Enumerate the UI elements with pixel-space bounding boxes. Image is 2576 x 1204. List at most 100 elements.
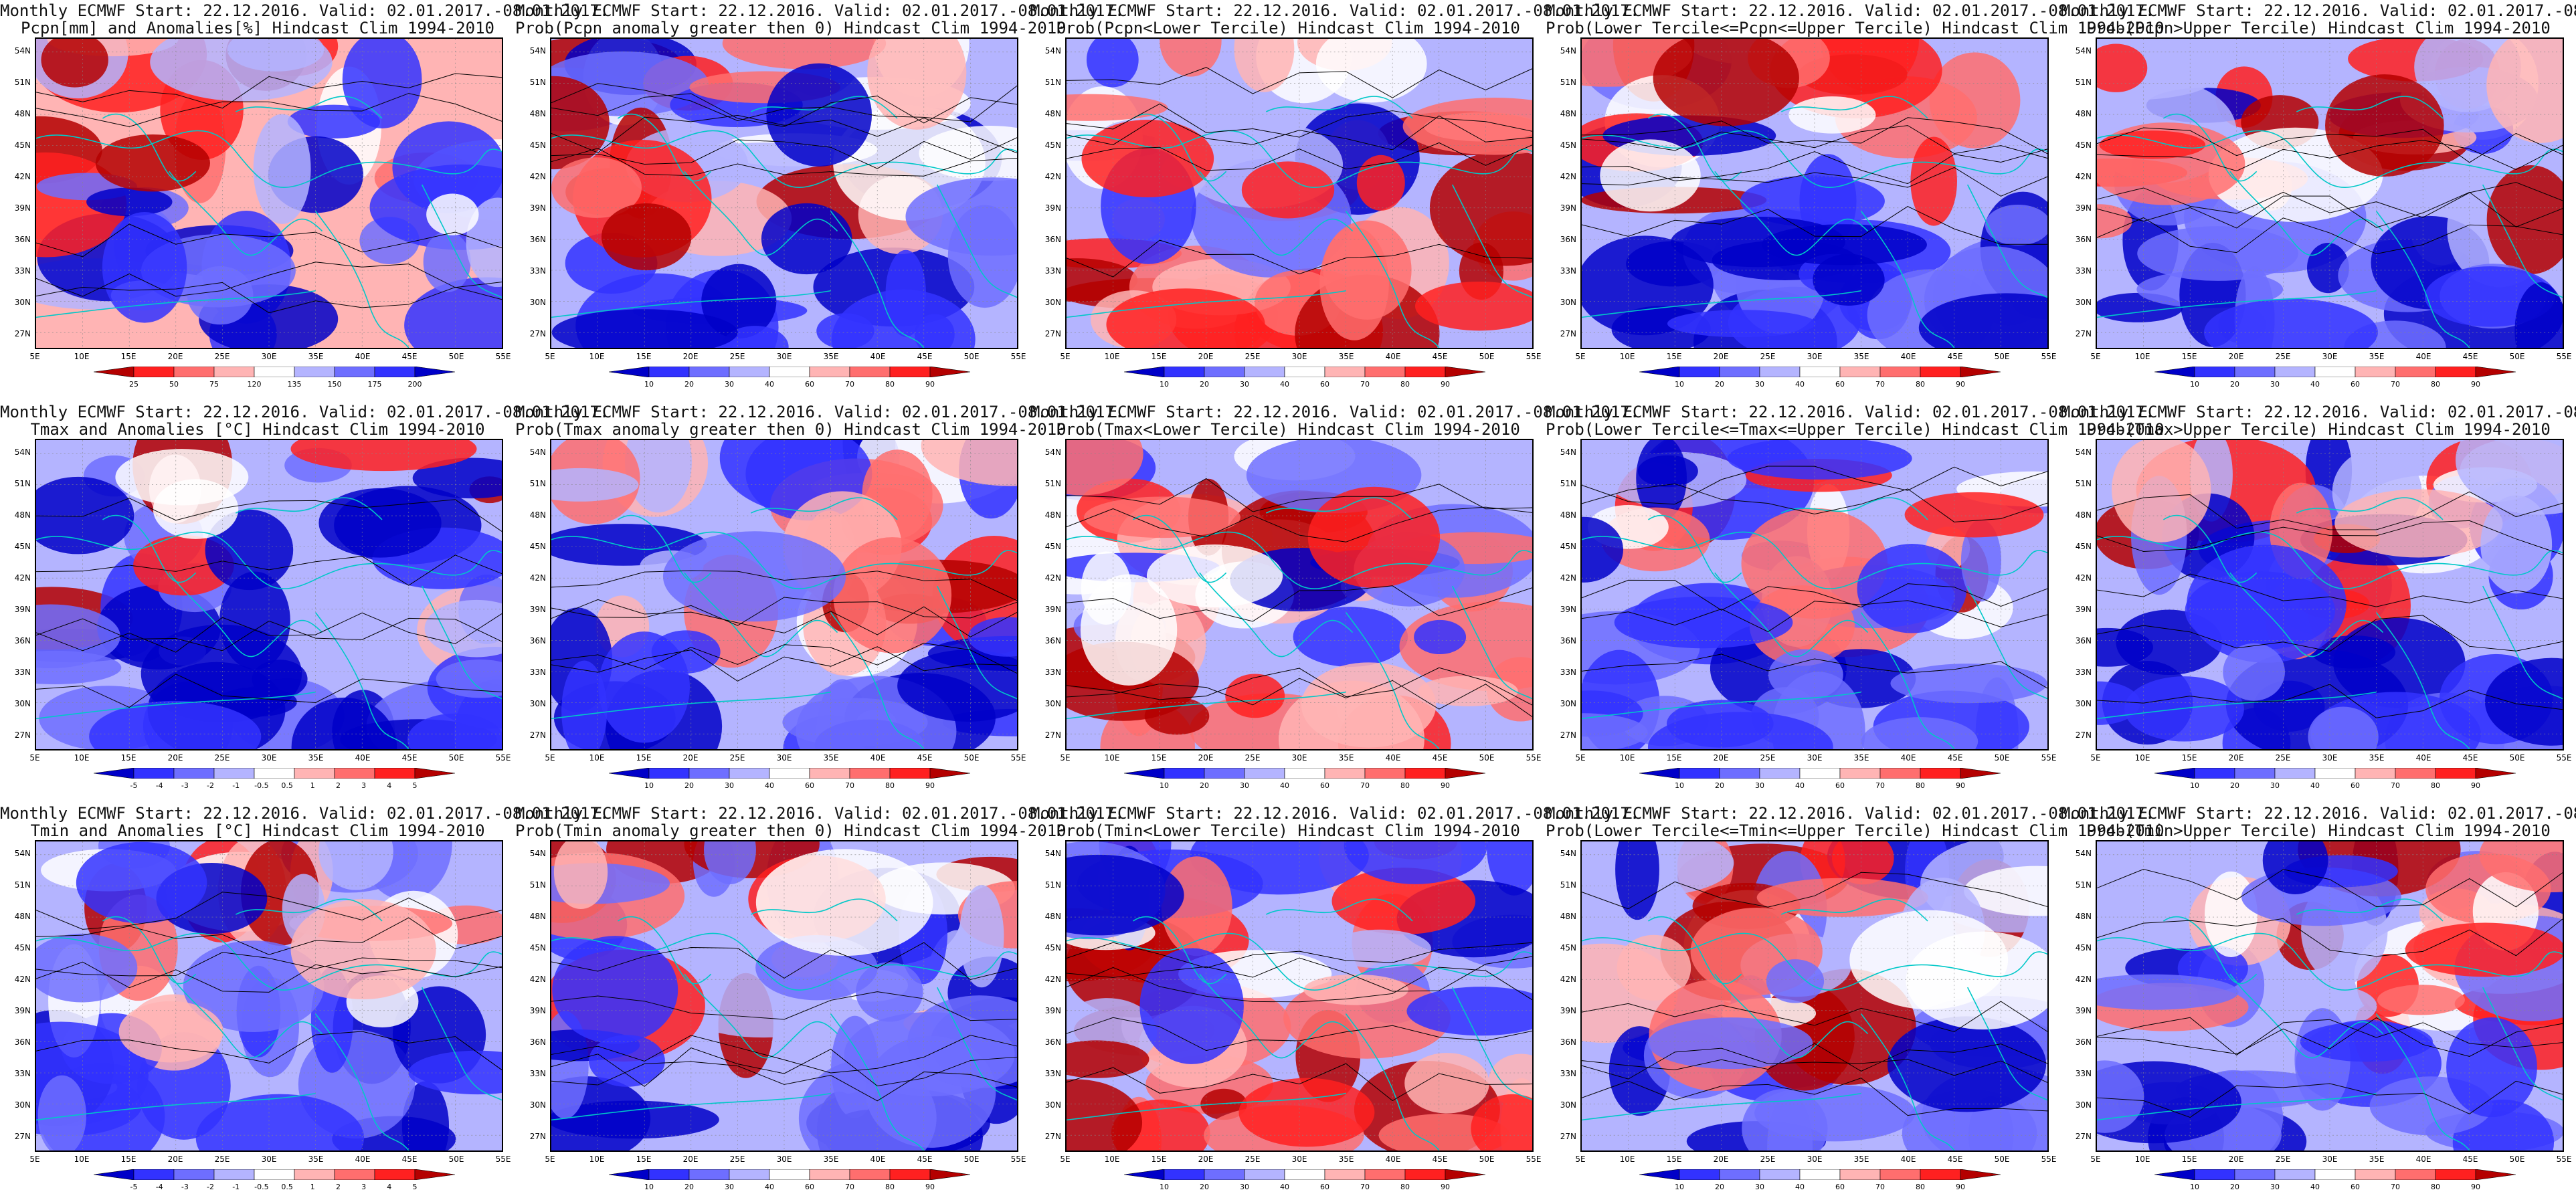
lat-tick-label: 45N: [1560, 943, 1576, 952]
lon-tick-label: 30E: [261, 1155, 277, 1164]
colorbar-tick-label: 80: [1916, 380, 1925, 389]
lat-tick-label: 27N: [2075, 329, 2092, 338]
colorbar-swatch: [2355, 1169, 2396, 1181]
colorbar-swatch: [1960, 767, 2001, 779]
lat-tick-label: 39N: [14, 203, 31, 213]
lon-tick-label: 25E: [1245, 1155, 1261, 1164]
contour-line: [36, 892, 502, 930]
colorbar-tick-label: 90: [1956, 1183, 1965, 1191]
lat-tick-label: 51N: [2075, 479, 2092, 488]
colorbar-tick-label: 20: [1715, 380, 1724, 389]
field-blob: [2325, 74, 2444, 177]
field-blob: [1617, 934, 1691, 1001]
colorbar-swatch: [2234, 366, 2276, 378]
coastline: [617, 514, 712, 583]
coastline: [36, 290, 316, 318]
field-svg: [1582, 39, 2047, 348]
map-field: [1580, 840, 2049, 1152]
field-blob: [2097, 974, 2239, 1010]
lon-tick-label: 25E: [1245, 352, 1261, 361]
lon-tick-label: 50E: [1994, 1155, 2010, 1164]
lat-tick-label: 45N: [1560, 140, 1576, 150]
lat-tick-label: 51N: [1044, 880, 1061, 890]
colorbar-tick-label: 40: [1280, 1183, 1289, 1191]
colorbar-swatch: [294, 767, 335, 779]
panel-title-line2: Prob(Tmin>Upper Tercile) Hindcast Clim 1…: [2086, 821, 2551, 840]
panel-title-line2: Prob(Tmax>Upper Tercile) Hindcast Clim 1…: [2086, 420, 2551, 439]
lon-tick-label: 25E: [2275, 753, 2291, 763]
colorbar-swatch: [889, 767, 931, 779]
colorbar: [2154, 366, 2516, 378]
contour-line: [1582, 579, 2047, 611]
coastline: [314, 211, 409, 348]
colorbar-swatch: [2154, 366, 2195, 378]
contour-line: [36, 498, 502, 532]
field-blob: [1582, 516, 1624, 583]
lon-tick-label: 10E: [2134, 753, 2150, 763]
lon-tick-label: 20E: [1198, 1155, 1214, 1164]
colorbar-tick-label: 25: [129, 380, 139, 389]
lat-tick-label: 48N: [2075, 912, 2092, 921]
field-svg: [2097, 841, 2563, 1150]
contour-line: [2097, 491, 2563, 530]
field-blob: [1323, 220, 1412, 320]
colorbar-tick-label: 10: [1160, 380, 1169, 389]
lon-tick-label: 5E: [1060, 1155, 1071, 1164]
colorbar-swatch: [1719, 1169, 1760, 1181]
contour-line: [551, 1035, 1017, 1074]
lat-tick-label: 30N: [1044, 1100, 1061, 1110]
lat-tick-label: 39N: [1044, 1006, 1061, 1015]
lat-tick-label: 30N: [2075, 699, 2092, 708]
field-blob: [1910, 136, 1957, 226]
colorbar-tick-label: 5: [412, 781, 418, 790]
lat-tick-label: 39N: [14, 1006, 31, 1015]
lon-tick-label: 25E: [729, 352, 745, 361]
colorbar-swatch: [1719, 366, 1760, 378]
contour-line: [1067, 67, 1532, 98]
colorbar-tick-label: 80: [1916, 781, 1925, 790]
contour-line: [36, 952, 502, 977]
contour-line: [1582, 1047, 2047, 1083]
colorbar-swatch: [1960, 366, 2001, 378]
colorbar: [608, 1169, 971, 1181]
lat-tick-label: 36N: [529, 1037, 546, 1047]
field-blob: [704, 841, 756, 884]
contour-line: [2097, 217, 2563, 255]
field-svg: [2097, 39, 2563, 348]
field-blob: [89, 700, 262, 749]
colorbar-svg: [1639, 767, 2001, 779]
colorbar-tick-label: 60: [805, 1183, 814, 1191]
lat-tick-label: 27N: [14, 730, 31, 740]
colorbar-tick-label: 70: [2391, 1183, 2400, 1191]
panel-title-line1: Monthly ECMWF Start: 22.12.2016. Valid: …: [515, 804, 1125, 823]
colorbar-labels: 10 20 30 40 60 70 80 90: [609, 781, 970, 792]
map-panel: Monthly ECMWF Start: 22.12.2016. Valid: …: [515, 401, 1124, 803]
lon-tick-label: 10E: [1619, 352, 1635, 361]
lat-tick-label: 39N: [2075, 605, 2092, 614]
lat-tick-label: 42N: [2075, 172, 2092, 181]
colorbar-tick-label: 30: [2270, 1183, 2280, 1191]
lon-tick-label: 35E: [2369, 1155, 2385, 1164]
colorbar-swatch: [1445, 767, 1486, 779]
colorbar-swatch: [688, 767, 730, 779]
coastline: [169, 973, 323, 1059]
lon-tick-label: 10E: [74, 1155, 90, 1164]
coastline: [1714, 973, 1869, 1059]
lat-tick-label: 42N: [14, 975, 31, 984]
field-blob: [36, 604, 120, 669]
contour-line: [1067, 1063, 1532, 1102]
colorbar-tick-label: 150: [327, 380, 342, 389]
field-blob: [1146, 544, 1283, 608]
colorbar-swatch: [213, 767, 255, 779]
colorbar-swatch: [1244, 767, 1285, 779]
colorbar-swatch: [1839, 1169, 1881, 1181]
lat-tick-label: 51N: [1044, 479, 1061, 488]
field-blob: [561, 660, 608, 749]
lat-tick-label: 33N: [529, 266, 546, 276]
colorbar-tick-label: 60: [1835, 1183, 1845, 1191]
colorbar-tick-label: 40: [1280, 380, 1289, 389]
coastline: [2229, 171, 2384, 256]
coastline: [235, 96, 383, 119]
panel-title-line2: Prob(Tmin<Lower Tercile) Hindcast Clim 1…: [1056, 821, 1520, 840]
panel-title-line1: Monthly ECMWF Start: 22.12.2016. Valid: …: [0, 403, 610, 421]
